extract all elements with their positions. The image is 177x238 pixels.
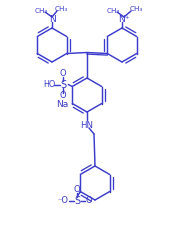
Text: CH₃: CH₃	[129, 6, 143, 12]
Text: N: N	[49, 15, 55, 24]
Text: N⁺: N⁺	[118, 15, 130, 24]
Text: Na: Na	[56, 100, 68, 109]
Text: S: S	[74, 195, 80, 205]
Text: O: O	[60, 69, 67, 78]
Text: CH₃: CH₃	[106, 8, 120, 14]
Text: ⁻O: ⁻O	[58, 196, 69, 205]
Text: O: O	[74, 185, 81, 194]
Text: CH₃: CH₃	[34, 8, 48, 14]
Text: O: O	[86, 196, 93, 205]
Text: HO: HO	[43, 80, 55, 89]
Text: S: S	[60, 79, 66, 89]
Text: O: O	[60, 91, 67, 100]
Text: CH₃: CH₃	[54, 6, 68, 12]
Text: HN: HN	[81, 120, 93, 129]
